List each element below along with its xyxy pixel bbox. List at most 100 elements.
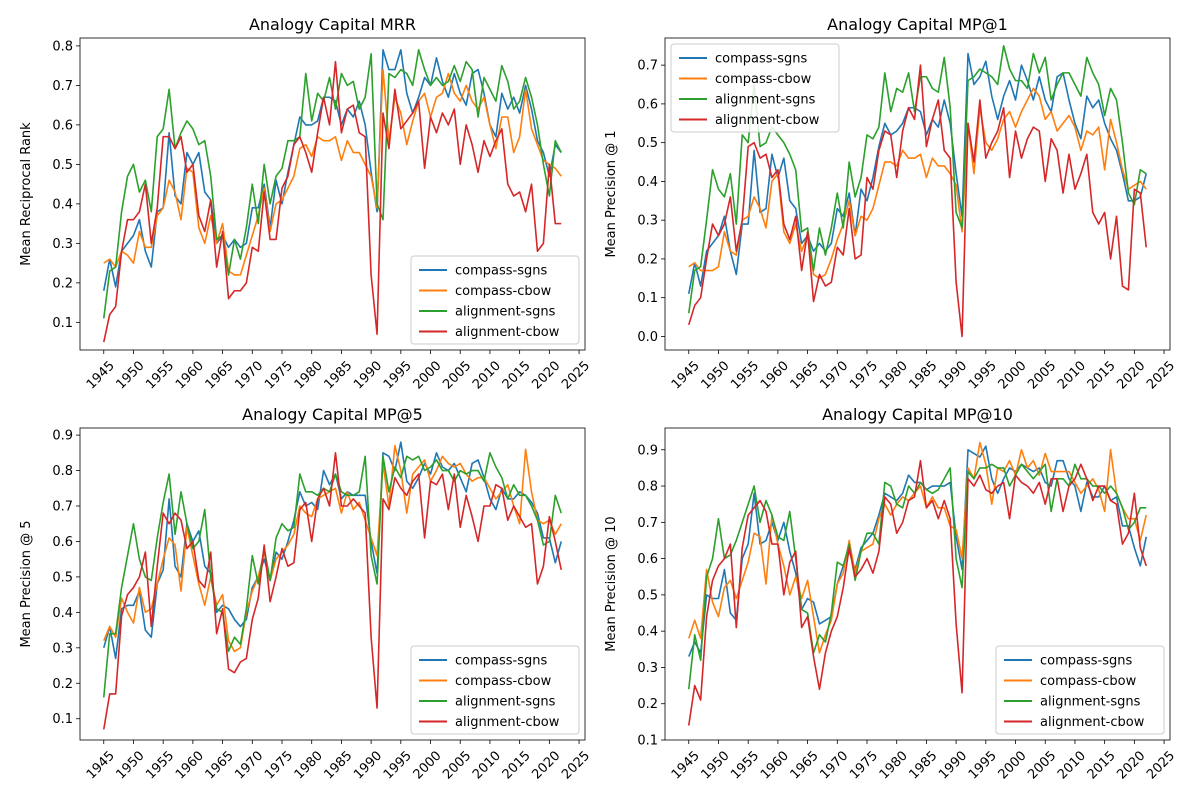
y-tick-label: 0.3 bbox=[637, 661, 658, 676]
legend-box bbox=[410, 255, 580, 345]
y-tick-label: 0.5 bbox=[52, 158, 73, 173]
y-tick-label: 0.8 bbox=[52, 464, 73, 479]
plot-frame bbox=[664, 427, 1171, 741]
x-tick-label: 1945 bbox=[84, 358, 118, 392]
legend: compass-sgns compass-cbow alignment-sgns al… bbox=[410, 645, 580, 735]
x-tick-label: 1995 bbox=[966, 748, 1000, 782]
legend-label: compass-cbow bbox=[455, 284, 552, 299]
x-tick-label: 1970 bbox=[232, 748, 266, 782]
x-tick-label: 1955 bbox=[728, 748, 762, 782]
x-tick-label: 2010 bbox=[470, 358, 504, 392]
x-tick-label: 1980 bbox=[877, 358, 911, 392]
y-tick-label: 0.4 bbox=[52, 197, 73, 212]
x-tick-label: 1965 bbox=[203, 748, 237, 782]
legend-label: compass-cbow bbox=[455, 674, 552, 689]
x-tick-label: 1960 bbox=[173, 358, 207, 392]
x-tick-label: 1995 bbox=[381, 358, 415, 392]
x-tick-label: 1950 bbox=[699, 748, 733, 782]
y-tick-label: 0.2 bbox=[637, 697, 658, 712]
legend-label: alignment-cbow bbox=[1040, 715, 1145, 730]
y-tick-label: 0.4 bbox=[637, 625, 658, 640]
y-tick-label: 0.5 bbox=[637, 588, 658, 603]
x-tick-label: 2005 bbox=[1025, 358, 1059, 392]
x-tick-label: 1970 bbox=[817, 358, 851, 392]
x-tick-label: 1965 bbox=[788, 748, 822, 782]
x-tick-label: 2025 bbox=[559, 748, 593, 782]
plot-frame bbox=[79, 427, 586, 741]
y-tick-label: 0.6 bbox=[52, 535, 73, 550]
x-tick-label: 2025 bbox=[559, 358, 593, 392]
x-tick-label: 1955 bbox=[728, 358, 762, 392]
x-tick-label: 1980 bbox=[292, 748, 326, 782]
y-tick-label: 0.3 bbox=[637, 214, 658, 229]
y-tick-label: 0.6 bbox=[52, 118, 73, 133]
legend-label: compass-sgns bbox=[455, 654, 547, 669]
y-tick-label: 0.2 bbox=[52, 276, 73, 291]
y-tick-label: 0.8 bbox=[637, 480, 658, 495]
x-tick-label: 2020 bbox=[1114, 358, 1148, 392]
legend-label: alignment-sgns bbox=[455, 695, 556, 710]
x-tick-label: 1950 bbox=[114, 748, 148, 782]
legend-label: alignment-sgns bbox=[1040, 695, 1141, 710]
legend-label: alignment-sgns bbox=[455, 305, 556, 320]
plot-frame bbox=[79, 37, 586, 351]
plot-frame bbox=[664, 37, 1171, 351]
y-tick-label: 0.2 bbox=[637, 252, 658, 267]
legend-label: compass-sgns bbox=[1040, 654, 1132, 669]
series-line-alignment-cbow bbox=[687, 459, 1148, 726]
y-tick-label: 0.9 bbox=[637, 443, 658, 458]
x-tick-label: 1965 bbox=[203, 358, 237, 392]
y-tick-label: 0.4 bbox=[52, 606, 73, 621]
chart-panel: Analogy Capital MP@5 19451950195519601965… bbox=[19, 405, 593, 782]
x-tick-label: 1970 bbox=[232, 358, 266, 392]
x-tick-label: 2025 bbox=[1144, 358, 1178, 392]
series-line-alignment-cbow bbox=[687, 64, 1148, 338]
x-tick-label: 1975 bbox=[847, 748, 881, 782]
y-tick-label: 0.7 bbox=[52, 79, 73, 94]
x-tick-label: 2010 bbox=[470, 748, 504, 782]
y-tick-label: 0.7 bbox=[637, 516, 658, 531]
x-tick-label: 1960 bbox=[758, 358, 792, 392]
series-line-compass-cbow bbox=[687, 441, 1148, 654]
y-tick-label: 0.1 bbox=[637, 291, 658, 306]
legend-box bbox=[995, 645, 1165, 735]
x-tick-label: 1975 bbox=[262, 358, 296, 392]
y-axis-label: Mean Reciprocal Rank bbox=[19, 122, 34, 266]
series-line-alignment-cbow bbox=[102, 60, 562, 343]
y-axis-label: Mean Precision @ 10 bbox=[604, 516, 619, 651]
y-tick-label: 0.3 bbox=[52, 641, 73, 656]
y-tick-label: 0.6 bbox=[637, 97, 658, 112]
x-tick-label: 1995 bbox=[966, 358, 1000, 392]
x-tick-label: 1980 bbox=[877, 748, 911, 782]
x-tick-label: 2010 bbox=[1055, 748, 1089, 782]
y-tick-label: 0.8 bbox=[52, 39, 73, 54]
chart-title: Analogy Capital MP@10 bbox=[822, 405, 1013, 424]
legend: compass-sgns compass-cbow alignment-sgns al… bbox=[670, 43, 840, 133]
legend-label: compass-sgns bbox=[455, 264, 547, 279]
legend-label: alignment-cbow bbox=[715, 113, 820, 128]
x-tick-label: 2000 bbox=[996, 358, 1030, 392]
chart-panel: Analogy Capital MRR194519501955196019651… bbox=[19, 15, 593, 392]
x-tick-label: 2005 bbox=[440, 358, 474, 392]
chart-panel: Analogy Capital MP@1 19451950195519601965… bbox=[604, 15, 1178, 392]
x-tick-label: 1950 bbox=[114, 358, 148, 392]
series-line-compass-cbow bbox=[103, 68, 562, 276]
chart-title: Analogy Capital MP@1 bbox=[827, 15, 1008, 34]
legend-label: compass-sgns bbox=[715, 52, 807, 67]
x-tick-label: 1990 bbox=[351, 358, 385, 392]
series-line-compass-cbow bbox=[688, 87, 1147, 280]
y-tick-label: 0.2 bbox=[52, 677, 73, 692]
y-tick-label: 0.4 bbox=[637, 175, 658, 190]
legend-label: compass-cbow bbox=[715, 72, 812, 87]
x-tick-label: 1965 bbox=[788, 358, 822, 392]
x-tick-label: 1945 bbox=[669, 748, 703, 782]
x-tick-label: 1985 bbox=[321, 748, 355, 782]
legend-label: alignment-cbow bbox=[455, 715, 560, 730]
series-line-compass-sgns bbox=[687, 52, 1148, 294]
x-tick-label: 1980 bbox=[292, 358, 326, 392]
x-tick-label: 1990 bbox=[351, 748, 385, 782]
legend-box bbox=[410, 645, 580, 735]
x-tick-label: 2020 bbox=[1114, 748, 1148, 782]
y-axis-label: Mean Precision @ 5 bbox=[19, 520, 34, 647]
